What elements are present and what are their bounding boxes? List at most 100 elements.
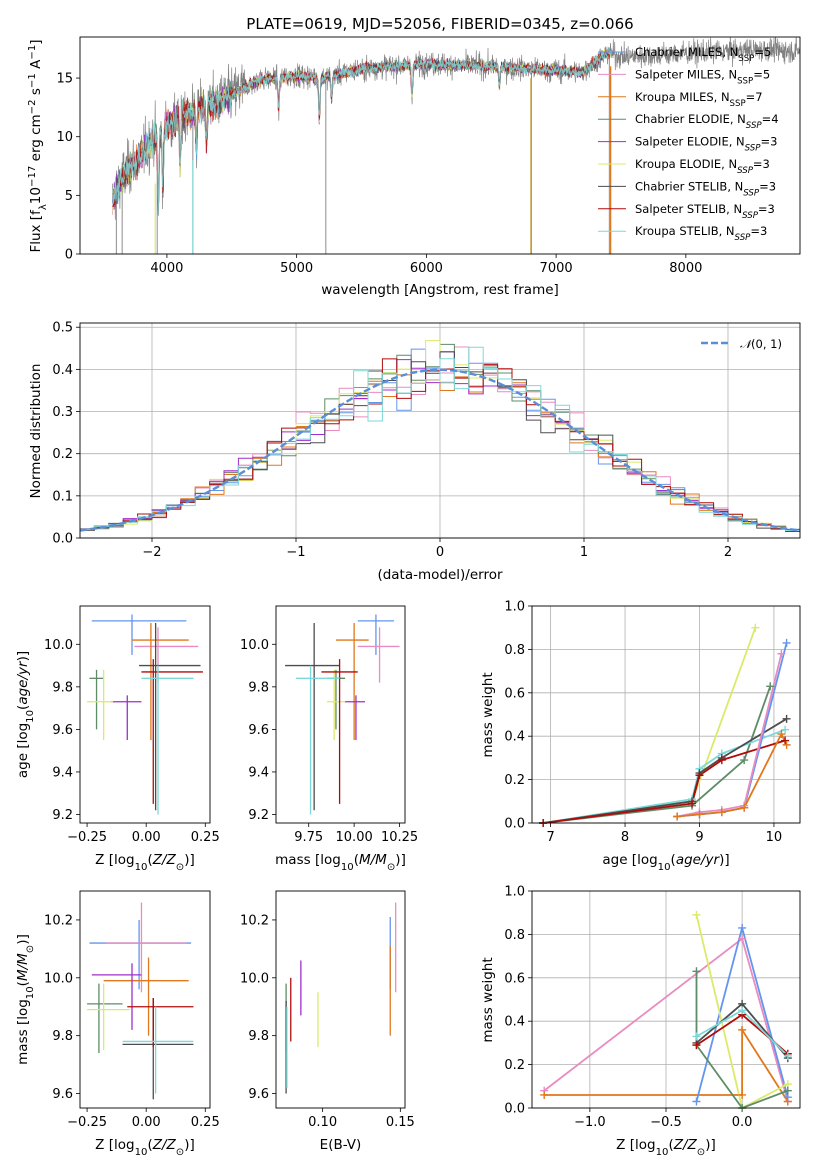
legend: Chabrier MILES, NSSP=5 Salpeter MILES, NS… <box>598 45 779 243</box>
x-axis-label: E(B-V) <box>320 1137 362 1153</box>
tick-label-y: 0.8 <box>504 643 525 658</box>
x-axis-label: mass [log10(M/M⊙)] <box>275 852 406 873</box>
axes-frame <box>79 36 801 255</box>
tick-label-y: 0.5 <box>52 321 73 336</box>
tick-label-x: −0.5 <box>650 1115 682 1130</box>
tick-label-y: 10.2 <box>240 913 269 928</box>
marker-salpeter_miles <box>777 649 786 658</box>
tick-label-x: 7000 <box>540 261 573 276</box>
tick-label-x: 0.10 <box>308 1115 337 1130</box>
panel-residuals: −2 −1 0 1 2 0.0 0.1 0.2 0.3 0.4 0.5 <box>52 321 801 560</box>
legend-entry: Kroupa STELIB, NSSP=3 <box>635 224 767 243</box>
plot-area <box>285 614 400 815</box>
series-kroupa_miles <box>544 1026 789 1102</box>
tick-label-y: 9.8 <box>248 680 269 695</box>
marker-chabrier_elodie <box>783 1086 792 1095</box>
y-axis-label: mass weight <box>480 957 496 1042</box>
tick-label-y: 9.2 <box>248 808 269 823</box>
tick-label-x: 8 <box>621 830 629 845</box>
marker-kroupa_stelib <box>783 1051 792 1060</box>
marker-kroupa_miles <box>673 812 682 821</box>
plot-area <box>87 902 194 1100</box>
panel-mass_vs_ebv: 0.10 0.15 9.6 9.8 10.0 10.2 <box>240 890 415 1130</box>
legend-entry: Salpeter ELODIE, NSSP=3 <box>635 135 777 154</box>
tick-label-y: 9.6 <box>52 1087 73 1102</box>
tick-label-x: 5000 <box>280 261 313 276</box>
marker-salpeter_stelib <box>688 799 697 808</box>
tick-label-y: 0.0 <box>504 1102 525 1117</box>
plot-area <box>87 614 203 815</box>
tick-label-x: −1.0 <box>574 1115 606 1130</box>
tick-label-x: 0.25 <box>191 830 220 845</box>
tick-label-x: −0.25 <box>67 1115 107 1130</box>
marker-salpeter_stelib <box>781 736 790 745</box>
model-spectrum-kroupa_stelib <box>112 46 613 216</box>
tick-label-y: 9.6 <box>248 723 269 738</box>
tick-label-x: 0.0 <box>732 1115 753 1130</box>
tick-label-y: 9.4 <box>52 765 73 780</box>
y-axis-label: mass [log10(M/M⊙)] <box>15 934 36 1065</box>
legend-entry: Salpeter MILES, NSSP=5 <box>635 67 770 86</box>
plot-area <box>285 902 397 1094</box>
marker-kroupa_stelib <box>781 725 790 734</box>
tick-label-x: 8000 <box>669 261 702 276</box>
marker-kroupa_stelib <box>692 1032 701 1041</box>
tick-label-y: 1.0 <box>504 600 525 615</box>
marker-salpeter_stelib <box>692 1041 701 1050</box>
marker-chabrier_miles <box>782 638 791 647</box>
tick-label-y: 10.0 <box>240 638 269 653</box>
series-salpeter_miles <box>677 653 783 818</box>
marker-kroupa_miles <box>540 1090 549 1099</box>
chart-title: PLATE=0619, MJD=52056, FIBERID=0345, z=0… <box>246 15 633 33</box>
tick-label-x: 9.75 <box>294 830 323 845</box>
marker-salpeter_stelib <box>717 756 726 765</box>
legend-entry: Chabrier MILES, NSSP=5 <box>635 45 771 64</box>
x-axis-label: wavelength [Angstrom, rest frame] <box>321 282 559 298</box>
marker-chabrier_elodie <box>740 756 749 765</box>
tick-label-y: 0.2 <box>504 1058 525 1073</box>
panel-spectrum: 4000 5000 6000 7000 8000 0 5 10 15 <box>56 36 801 276</box>
panel-age_vs_Z: −0.25 0.00 0.25 9.2 9.4 9.6 9.8 10.0 <box>44 605 220 845</box>
x-axis-label: age [log10(age/yr)] <box>602 852 729 873</box>
tick-label-y: 0.0 <box>504 817 525 832</box>
y-axis-label: Flux [fλ10−17 erg cm−2 s−1 A−1] <box>27 39 49 252</box>
tick-label-y: 10.0 <box>240 971 269 986</box>
tick-label-y: 15 <box>56 72 73 87</box>
marker-kroupa_miles <box>740 803 749 812</box>
marker-chabrier_miles <box>692 1097 701 1106</box>
marker-kroupa_miles <box>738 1025 747 1034</box>
tick-label-x: 9 <box>695 830 703 845</box>
tick-label-y: 9.8 <box>248 1029 269 1044</box>
marker-kroupa_stelib <box>738 1006 747 1015</box>
axes-frame <box>531 890 801 1109</box>
tick-label-y: 9.2 <box>52 808 73 823</box>
tick-label-y: 9.8 <box>52 680 73 695</box>
tick-label-y: 0.3 <box>52 405 73 420</box>
tick-label-y: 10.2 <box>44 913 73 928</box>
marker-kroupa_miles <box>777 730 786 739</box>
marker-salpeter_miles <box>738 934 747 943</box>
series-kroupa_elodie <box>543 627 757 823</box>
x-axis-label: (data-model)/error <box>377 567 503 583</box>
tick-label-y: 1.0 <box>504 885 525 900</box>
legend-entry: Chabrier STELIB, NSSP=3 <box>635 179 776 198</box>
y-axis-label: age [log10(age/yr)] <box>15 651 36 778</box>
marker-kroupa_miles <box>717 808 726 817</box>
axes-frame <box>79 890 211 1109</box>
tick-label-y: 0.4 <box>504 1015 525 1030</box>
tick-label-x: 0 <box>436 545 444 560</box>
series-salpeter_stelib <box>543 739 786 823</box>
legend-entry: Chabrier ELODIE, NSSP=4 <box>635 112 779 131</box>
axes-frame <box>531 605 801 824</box>
x-axis-label: Z [log10(Z/Z⊙)] <box>95 1137 195 1158</box>
panel-weight_vs_age: 7 8 9 10 0.0 0.2 0.4 0.6 0.8 1.0 <box>504 600 801 845</box>
tick-label-x: 10.00 <box>336 830 373 845</box>
tick-label-y: 0 <box>65 248 73 263</box>
axes-frame <box>79 605 211 824</box>
series-chabrier_elodie <box>543 686 772 823</box>
axes-frame <box>275 605 406 824</box>
marker-kroupa_miles <box>738 1090 747 1099</box>
tick-label-x: 10 <box>766 830 783 845</box>
plot-area <box>80 340 800 532</box>
tick-label-x: 1 <box>580 545 588 560</box>
